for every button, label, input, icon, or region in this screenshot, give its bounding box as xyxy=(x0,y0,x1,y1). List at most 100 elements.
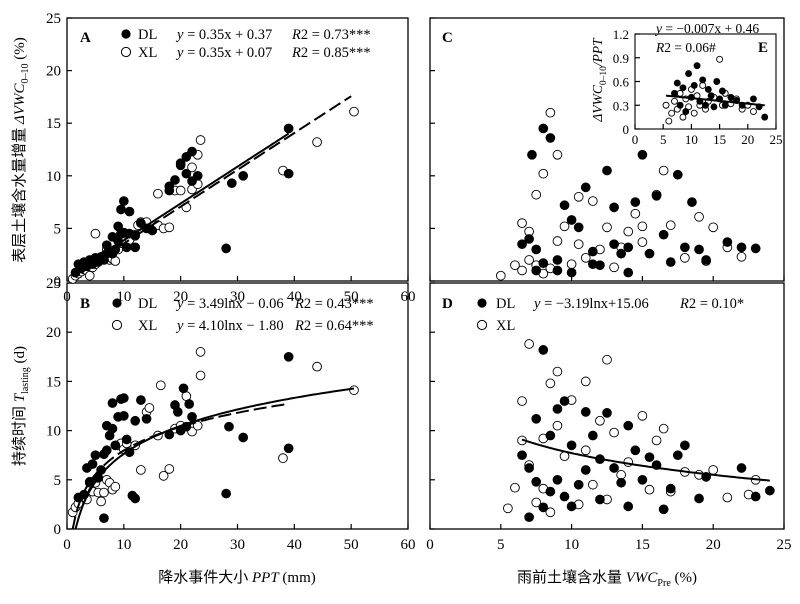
panel-d-point-dl xyxy=(566,440,577,451)
panel-e-point-dl xyxy=(721,101,729,109)
panel-d-point-dl xyxy=(616,477,627,488)
legend-a-xl-label: XL xyxy=(138,45,157,61)
panel-e-point-dl xyxy=(682,108,690,116)
panel-a-point-dl xyxy=(283,123,294,134)
panel-b-point-dl xyxy=(121,434,132,445)
panel-b-point-dl xyxy=(283,443,294,454)
panel-e-y-tick-label: 0.9 xyxy=(613,51,629,66)
panel-d-x-tick-label: 15 xyxy=(635,537,650,553)
panel-c-point-xl xyxy=(665,220,676,231)
panel-d-point-dl xyxy=(658,504,669,515)
panel-b-point-dl xyxy=(110,440,121,451)
panel-d-point-xl xyxy=(587,479,598,490)
panel-c-point-dl xyxy=(630,197,641,207)
panel-e-point-dl xyxy=(676,101,684,109)
panel-d-point-dl xyxy=(694,493,704,504)
panel-d-point-dl xyxy=(559,396,570,406)
panel-e-fit-dl xyxy=(665,94,765,107)
panel-c-point-xl xyxy=(495,270,506,281)
panel-c-point-dl xyxy=(644,248,655,259)
panel-d-point-xl xyxy=(517,396,527,406)
panel-c-point-dl xyxy=(580,182,591,193)
panel-d-frame xyxy=(429,282,785,530)
panel-b-point-xl xyxy=(278,453,288,464)
panel-b-point-dl xyxy=(118,410,129,421)
legend-d-dl-equation: y = −3.19lnx+15.06 xyxy=(532,296,649,312)
panel-c-point-xl xyxy=(658,165,669,176)
panel-b-x-tick-label: 30 xyxy=(230,537,245,553)
legend-b-xl-label: XL xyxy=(138,318,157,334)
panel-d-point-dl xyxy=(545,486,556,497)
panel-c-letter: C xyxy=(442,30,453,46)
panel-c xyxy=(429,17,785,282)
panel-e-point-xl xyxy=(665,117,673,125)
panel-e-point-xl xyxy=(671,97,678,105)
panel-d-x-tick-label: 5 xyxy=(497,537,505,553)
panel-b-point-dl xyxy=(178,383,189,394)
panel-e-point-dl xyxy=(673,79,681,87)
panel-d-point-dl xyxy=(736,463,747,473)
panel-d-x-tick-label: 10 xyxy=(564,537,579,553)
panel-c-point-dl xyxy=(672,169,683,180)
panel-d-point-dl xyxy=(573,479,584,490)
panel-e-x-tick-label: 15 xyxy=(713,132,726,147)
panel-d-point-dl xyxy=(531,413,542,424)
panel-a-point-xl xyxy=(153,188,163,199)
panel-b-y-axis-label: 持续时间 Tlasting (d) xyxy=(11,346,31,466)
panel-e-point-xl xyxy=(690,109,698,117)
panel-d-point-dl xyxy=(580,465,591,475)
panel-a-point-xl xyxy=(349,106,359,117)
panel-e-x-tick-label: 20 xyxy=(741,132,754,147)
panel-d-point-dl xyxy=(524,463,534,473)
panel-d-letter: D xyxy=(442,296,453,312)
panel-c-point-xl xyxy=(587,196,598,206)
panel-c-point-dl xyxy=(566,215,577,225)
panel-e-point-xl xyxy=(679,113,687,121)
panel-b-point-xl xyxy=(144,403,155,413)
panel-a-x-tick-label: 0 xyxy=(63,289,71,305)
panel-a-point-dl xyxy=(116,204,126,215)
legend-d-xl-marker xyxy=(476,319,488,331)
panel-a-point-dl xyxy=(181,168,192,179)
panel-b-point-dl xyxy=(87,459,98,469)
panel-a-x-tick-label: 30 xyxy=(230,289,245,305)
panel-c-point-xl xyxy=(566,259,577,270)
panel-d-point-dl xyxy=(538,345,549,355)
panel-b-point-xl xyxy=(312,361,322,372)
panel-c-point-dl xyxy=(658,229,669,240)
panel-c-point-xl xyxy=(623,226,634,237)
panel-a-point-dl xyxy=(283,168,294,179)
panel-d-point-dl xyxy=(538,502,549,513)
panel-b-point-dl xyxy=(107,423,118,434)
panel-c-point-dl xyxy=(651,190,662,201)
legend-d-dl-marker xyxy=(477,298,487,308)
panel-d-point-xl xyxy=(580,445,591,456)
panel-d-point-dl xyxy=(602,408,612,418)
panel-d-point-dl xyxy=(559,491,570,502)
legend-a-xl-marker xyxy=(120,46,132,58)
panel-c-point-xl xyxy=(538,168,549,179)
panel-b-y-tick-label: 25 xyxy=(46,276,61,292)
panel-b-point-xl xyxy=(110,481,121,492)
panel-c-point-dl xyxy=(637,149,648,160)
panel-b-point-xl xyxy=(349,385,359,396)
panel-a-fit-xl xyxy=(72,95,352,278)
panel-c-point-xl xyxy=(573,239,584,250)
legend-a-dl-r2: R2 = 0.73*** xyxy=(291,27,371,43)
panel-c-point-xl xyxy=(637,221,648,232)
panel-b-x-tick-label: 10 xyxy=(116,537,131,553)
panel-a-x-tick-label: 40 xyxy=(287,289,302,305)
panel-b-letter: B xyxy=(80,296,90,312)
legend-d-dl-r2: R2 = 0.10* xyxy=(679,296,744,312)
panel-c-point-xl xyxy=(694,211,704,222)
panel-b-point-dl xyxy=(136,395,146,405)
legend-a-dl-marker xyxy=(121,29,131,39)
panel-b-y-tick-label: 20 xyxy=(46,325,61,341)
panel-b-y-tick-label: 0 xyxy=(54,522,62,538)
panel-c-point-dl xyxy=(552,255,563,265)
panel-e-point-dl xyxy=(707,92,715,100)
panel-a-point-dl xyxy=(130,242,141,253)
panel-b-point-dl xyxy=(224,421,234,432)
panel-c-point-dl xyxy=(545,133,556,143)
